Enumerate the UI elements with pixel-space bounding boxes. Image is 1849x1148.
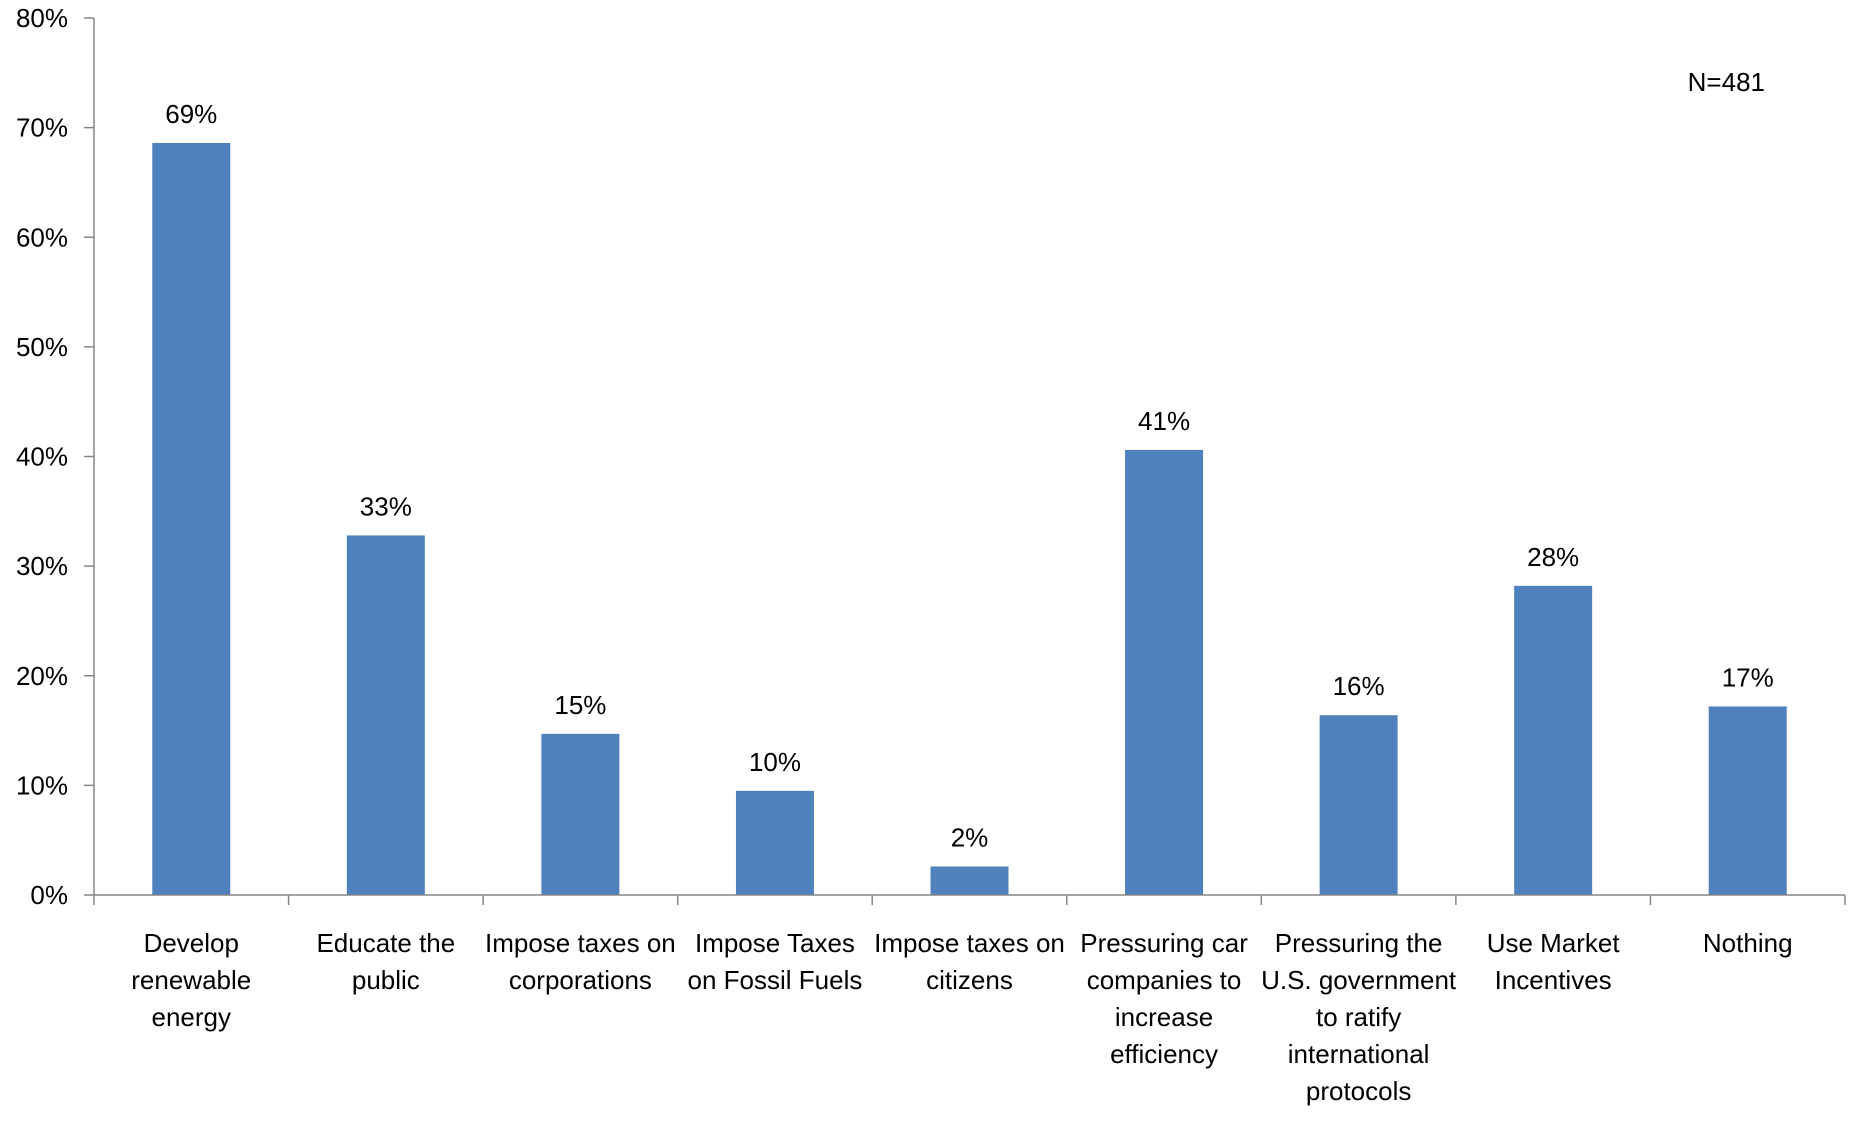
bar <box>735 790 814 895</box>
bar <box>346 535 425 895</box>
data-labels: 69% 33% 15% 10% 2% 41% 16% 28% 17% <box>165 99 1773 853</box>
bar <box>1708 706 1787 895</box>
y-tick-label: 70% <box>16 113 68 143</box>
x-category-label: Impose Taxes on Fossil Fuels <box>687 928 863 995</box>
x-category-label: Develop renewable energy <box>131 928 252 1032</box>
x-axis-ticks <box>93 895 1846 905</box>
y-tick-label: 0% <box>30 880 68 910</box>
y-tick-label: 10% <box>16 770 68 800</box>
x-category-label: Nothing <box>1702 928 1793 958</box>
bar-data-label: 41% <box>1138 406 1190 436</box>
bar <box>1319 715 1398 895</box>
y-axis-ticks: 0% 10% 20% 30% 40% 50% 60% 70% 80% <box>16 3 94 910</box>
x-category-label: Pressuring the U.S. government to ratify… <box>1261 928 1457 1106</box>
x-category-label: Impose taxes on citizens <box>874 928 1065 995</box>
bar <box>152 142 231 895</box>
y-tick-label: 30% <box>16 551 68 581</box>
bar-data-label: 17% <box>1722 662 1774 692</box>
bar-data-label: 10% <box>749 747 801 777</box>
y-tick-label: 20% <box>16 661 68 691</box>
bar-series <box>152 142 1787 895</box>
y-tick-label: 60% <box>16 222 68 252</box>
y-tick-label: 50% <box>16 332 68 362</box>
sample-size-annotation: N=481 <box>1688 67 1765 97</box>
x-category-label: Impose taxes on corporations <box>484 928 676 995</box>
bar <box>1125 449 1204 895</box>
x-category-label: Educate the public <box>316 928 456 995</box>
bar-data-label: 33% <box>360 491 412 521</box>
y-tick-label: 80% <box>16 3 68 33</box>
y-tick-label: 40% <box>16 442 68 472</box>
bar-data-label: 69% <box>165 99 217 129</box>
bar-data-label: 15% <box>554 690 606 720</box>
x-category-label: Pressuring car companies to increase eff… <box>1080 928 1248 1069</box>
bar-data-label: 16% <box>1333 671 1385 701</box>
bar-data-label: 2% <box>951 822 989 852</box>
bar <box>541 733 620 895</box>
bar <box>1514 585 1593 895</box>
x-category-label: Use Market Incentives <box>1486 928 1620 995</box>
bar <box>930 866 1009 895</box>
bar-data-label: 28% <box>1527 542 1579 572</box>
